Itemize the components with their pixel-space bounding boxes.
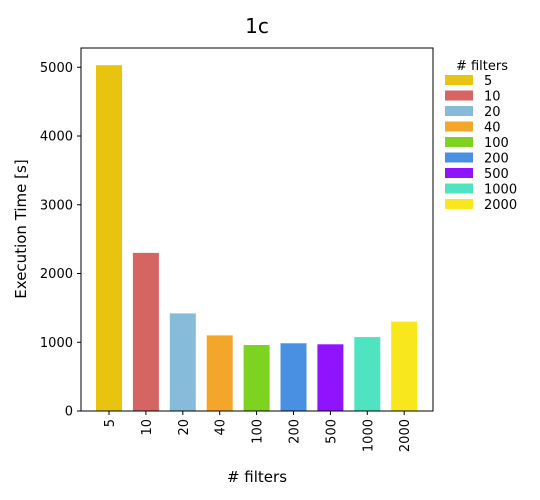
bar-200 <box>280 343 307 411</box>
legend-label-20: 20 <box>484 105 501 120</box>
legend-swatch-200 <box>445 152 473 163</box>
y-tick-label: 2000 <box>40 267 73 282</box>
legend-label-2000: 2000 <box>484 198 517 213</box>
chart-title: 1c <box>245 14 269 38</box>
legend-swatch-10 <box>445 90 473 101</box>
legend-swatch-100 <box>445 137 473 147</box>
bar-40 <box>206 335 233 412</box>
x-tick-label: 5 <box>103 419 118 427</box>
legend-label-40: 40 <box>484 121 501 136</box>
legend-label-5: 5 <box>484 74 492 89</box>
legend-swatch-1000 <box>445 183 473 194</box>
legend-label-500: 500 <box>484 167 509 182</box>
bar-2000 <box>391 321 418 412</box>
bar-20 <box>169 313 196 412</box>
x-tick-label: 40 <box>214 419 229 436</box>
y-axis-label: Execution Time [s] <box>12 159 30 298</box>
x-axis-label: # filters <box>227 468 287 486</box>
legend-swatch-2000 <box>445 199 473 209</box>
y-tick-label: 4000 <box>40 130 73 145</box>
bar-1000 <box>354 337 381 411</box>
legend-title: # filters <box>456 59 508 74</box>
x-axis-ticks: 5 10 20 40 100 200 500 1000 2000 <box>103 411 413 452</box>
legend-swatch-500 <box>445 168 473 178</box>
bar-100 <box>243 345 270 411</box>
bars-group <box>96 65 418 412</box>
y-tick-label: 1000 <box>40 336 73 351</box>
x-tick-label: 10 <box>140 419 155 436</box>
legend-label-10: 10 <box>484 90 501 105</box>
x-tick-label: 2000 <box>398 419 413 452</box>
bar-5 <box>96 65 122 411</box>
x-tick-label: 1000 <box>361 419 376 452</box>
y-tick-label: 3000 <box>40 198 73 213</box>
legend-label-100: 100 <box>484 136 509 151</box>
x-tick-label: 200 <box>288 419 303 444</box>
legend-swatch-20 <box>445 106 473 116</box>
y-tick-label: 5000 <box>40 61 73 76</box>
plot-area: 0 1000 2000 3000 4000 5000 5 10 20 40 100 200 500 10… <box>40 47 434 452</box>
y-axis-ticks: 0 1000 2000 3000 4000 5000 <box>40 61 81 420</box>
bar-10 <box>132 252 159 412</box>
legend-swatch-40 <box>445 121 473 132</box>
x-tick-label: 100 <box>251 419 266 444</box>
legend-label-1000: 1000 <box>484 183 517 198</box>
legend-label-200: 200 <box>484 152 509 167</box>
y-tick-label: 0 <box>65 405 73 420</box>
bar-500 <box>317 344 344 411</box>
legend-swatch-5 <box>445 75 473 85</box>
x-tick-label: 500 <box>324 419 339 444</box>
x-tick-label: 20 <box>177 419 192 436</box>
